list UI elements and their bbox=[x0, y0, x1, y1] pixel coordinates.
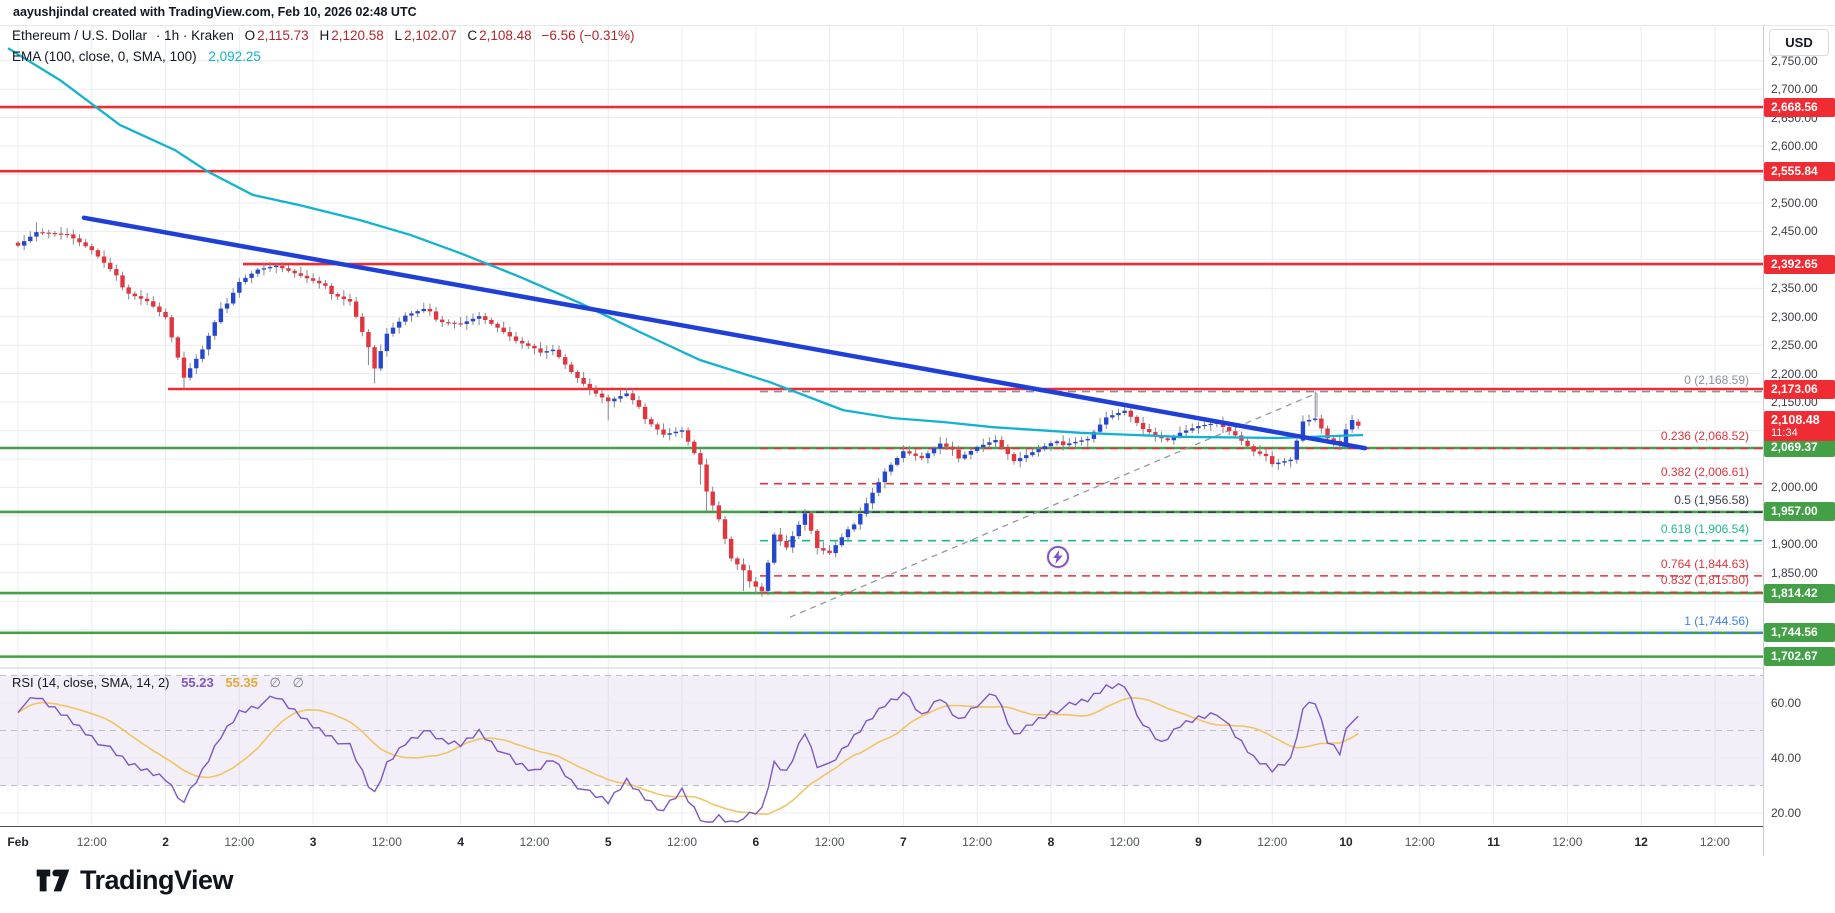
rsi-tick: 60.00 bbox=[1771, 696, 1802, 710]
price-tick: 2,700.00 bbox=[1771, 82, 1818, 97]
time-axis-label: 12:00 bbox=[1109, 835, 1140, 849]
fib-level-label: 0 (2,168.59) bbox=[1684, 372, 1749, 387]
fib-level-label: 0.236 (2,068.52) bbox=[1660, 429, 1749, 444]
price-tick: 1,850.00 bbox=[1771, 565, 1818, 580]
quick-trade-lightning-button[interactable] bbox=[1047, 546, 1069, 568]
time-axis-label: 3 bbox=[309, 835, 317, 849]
rsi-label[interactable]: RSI (14, close, SMA, 14, 2) bbox=[12, 675, 170, 690]
price-tick: 1,900.00 bbox=[1771, 537, 1818, 552]
price-tick: 2,300.00 bbox=[1771, 309, 1818, 324]
ema-legend: EMA (100, close, 0, SMA, 100) 2,092.25 bbox=[12, 49, 261, 64]
rsi-empty-set-2: ∅ bbox=[292, 675, 304, 690]
time-axis-label: 11 bbox=[1487, 835, 1500, 849]
time-axis-label: Feb bbox=[7, 835, 29, 849]
header-divider bbox=[0, 25, 1835, 26]
fib-level-label: 1 (1,744.56) bbox=[1684, 613, 1749, 628]
support-price-label: 1,744.56 bbox=[1764, 623, 1835, 643]
price-chart-canvas[interactable] bbox=[0, 0, 1763, 860]
time-axis[interactable]: Feb 12:00 2 12:00 3 12:00 4 12:00 5 12:00 6 12:00 7 1… bbox=[0, 826, 1763, 857]
tradingview-logo-icon bbox=[36, 869, 70, 892]
high-label: H bbox=[319, 28, 330, 43]
time-axis-label: 12:00 bbox=[1699, 835, 1730, 849]
price-tick: 2,000.00 bbox=[1771, 480, 1818, 495]
open-value: 2,115.73 bbox=[257, 28, 309, 43]
time-axis-label: 12:00 bbox=[667, 835, 698, 849]
ema-label[interactable]: EMA (100, close, 0, SMA, 100) bbox=[12, 49, 197, 64]
price-scale[interactable]: 2,750.00 2,700.00 2,650.00 2,600.00 2,500.00… bbox=[1763, 26, 1835, 856]
time-axis-label: 12:00 bbox=[814, 835, 845, 849]
lightning-icon bbox=[1053, 550, 1063, 564]
rsi-tick: 40.00 bbox=[1771, 751, 1802, 765]
support-price-label: 1,957.00 bbox=[1764, 502, 1835, 522]
price-tick: 2,750.00 bbox=[1771, 53, 1818, 68]
time-axis-label: 10 bbox=[1339, 835, 1353, 849]
price-tick: 2,350.00 bbox=[1771, 281, 1818, 296]
attribution-text: aayushjindal created with TradingView.co… bbox=[13, 5, 417, 19]
high-value: 2,120.58 bbox=[331, 28, 384, 43]
open-label: O bbox=[244, 28, 256, 43]
close-value: 2,108.48 bbox=[479, 28, 532, 43]
change-value: −6.56 (−0.31%) bbox=[541, 28, 635, 43]
currency-toggle-button[interactable]: USD bbox=[1769, 29, 1829, 56]
support-price-label: 1,814.42 bbox=[1764, 583, 1835, 603]
time-axis-label: 9 bbox=[1195, 835, 1202, 849]
time-axis-label: 2 bbox=[162, 835, 169, 849]
price-tick: 2,500.00 bbox=[1771, 195, 1818, 210]
time-axis-label: 12:00 bbox=[519, 835, 550, 849]
symbol-title[interactable]: Ethereum / U.S. Dollar bbox=[12, 28, 148, 43]
tradingview-logo[interactable]: TradingView bbox=[36, 864, 234, 897]
rsi-empty-set-1: ∅ bbox=[269, 675, 281, 690]
fib-level-label: 0.832 (1,815.80) bbox=[1660, 573, 1749, 588]
price-tick: 2,450.00 bbox=[1771, 224, 1818, 239]
rsi-legend: RSI (14, close, SMA, 14, 2) 55.23 55.35 … bbox=[12, 675, 304, 691]
time-axis-label: 12:00 bbox=[1552, 835, 1583, 849]
low-value: 2,102.07 bbox=[404, 28, 457, 43]
tradingview-logo-text: TradingView bbox=[80, 865, 234, 895]
resistance-price-label: 2,668.56 bbox=[1764, 97, 1835, 117]
rsi-value: 55.23 bbox=[181, 675, 214, 690]
support-price-label: 2,069.37 bbox=[1764, 438, 1835, 458]
time-axis-label: 12:00 bbox=[371, 835, 402, 849]
time-axis-label: 12:00 bbox=[1404, 835, 1435, 849]
close-label: C bbox=[467, 28, 478, 43]
time-axis-label: 7 bbox=[900, 835, 907, 849]
time-axis-label: 8 bbox=[1047, 835, 1055, 849]
fib-level-label: 0.764 (1,844.63) bbox=[1660, 556, 1749, 571]
symbol-meta: · 1h · Kraken bbox=[155, 28, 234, 43]
last-price-value: 2,108.48 bbox=[1771, 412, 1820, 427]
support-price-label: 1,702.67 bbox=[1764, 647, 1835, 667]
price-tick: 2,200.00 bbox=[1771, 366, 1818, 381]
time-axis-label: 5 bbox=[604, 835, 612, 849]
time-axis-label: 12:00 bbox=[1257, 835, 1288, 849]
resistance-price-label: 2,555.84 bbox=[1764, 161, 1835, 181]
time-axis-label: 12:00 bbox=[224, 835, 255, 849]
resistance-price-label: 2,392.65 bbox=[1764, 254, 1835, 274]
fib-level-label: 0.618 (1,906.54) bbox=[1660, 521, 1749, 536]
price-tick: 2,250.00 bbox=[1771, 338, 1818, 353]
time-axis-label: 12:00 bbox=[962, 835, 993, 849]
rsi-tick: 20.00 bbox=[1771, 806, 1802, 820]
time-axis-label: 6 bbox=[752, 835, 760, 849]
time-axis-label: 4 bbox=[457, 835, 465, 849]
time-axis-label: 12:00 bbox=[76, 835, 107, 849]
symbol-legend: Ethereum / U.S. Dollar · 1h · Kraken O 2,… bbox=[12, 28, 635, 43]
fib-level-label: 0.5 (1,956.58) bbox=[1674, 493, 1749, 508]
low-label: L bbox=[394, 28, 403, 43]
price-tick: 2,150.00 bbox=[1771, 395, 1818, 410]
last-price-label: 2,108.48 11:34 bbox=[1764, 410, 1835, 441]
candle-countdown: 11:34 bbox=[1771, 426, 1798, 439]
resistance-price-label: 2,173.06 bbox=[1764, 379, 1835, 399]
ema-value: 2,092.25 bbox=[208, 49, 261, 64]
time-axis-label: 12 bbox=[1634, 835, 1648, 849]
fib-level-label: 0.382 (2,006.61) bbox=[1660, 464, 1749, 479]
price-tick: 2,600.00 bbox=[1771, 139, 1818, 154]
rsi-smoothing-value: 55.35 bbox=[225, 675, 258, 690]
